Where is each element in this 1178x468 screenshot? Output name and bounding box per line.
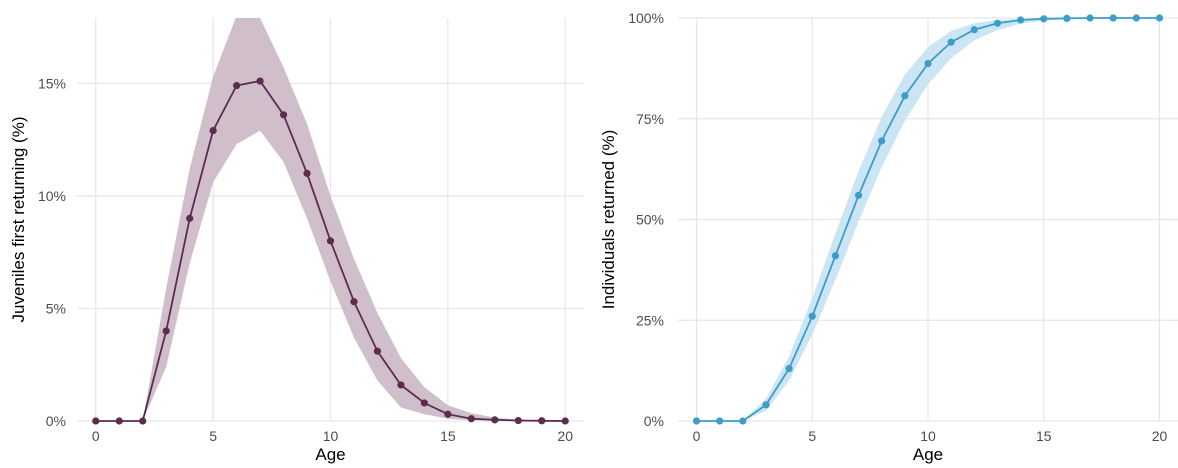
data-point (1109, 14, 1117, 22)
data-point (739, 417, 747, 425)
y-axis-title: Juveniles first returning (%) (9, 117, 28, 323)
x-tick-label: 15 (1036, 428, 1052, 444)
x-axis-title: Age (913, 445, 943, 464)
x-axis-title: Age (315, 445, 345, 464)
confidence-ribbon (696, 18, 1160, 421)
chart-panel-1: 0% 5% 10% 15% 0 5 10 15 20 Age Juveniles first ret… (9, 18, 584, 464)
data-point (538, 417, 546, 425)
data-point (162, 327, 170, 335)
confidence-ribbon (95, 18, 566, 421)
data-point (947, 38, 955, 46)
y-tick-label: 50% (636, 212, 664, 228)
data-point (92, 417, 100, 425)
x-tick-label: 20 (557, 428, 573, 444)
y-tick-label: 75% (636, 111, 664, 127)
y-tick-label: 0% (644, 413, 664, 429)
x-tick-label: 5 (209, 428, 217, 444)
x-tick-label: 10 (323, 428, 339, 444)
data-point (970, 26, 978, 34)
data-point (491, 416, 499, 424)
data-point (924, 59, 932, 68)
y-tick-label: 0% (46, 413, 66, 429)
x-tick-label: 15 (440, 428, 456, 444)
data-point (901, 92, 909, 100)
data-point (561, 417, 569, 425)
data-point (514, 416, 522, 425)
x-tick-label: 0 (693, 428, 701, 444)
data-point (350, 298, 358, 306)
data-point (831, 252, 840, 260)
y-tick-label: 10% (38, 188, 66, 204)
data-point (420, 399, 428, 407)
data-point (993, 19, 1002, 27)
data-point (233, 81, 241, 90)
y-tick-label: 15% (38, 75, 66, 91)
x-tick-label: 0 (92, 428, 100, 444)
data-point (279, 111, 288, 119)
data-point (854, 191, 863, 199)
data-point (256, 77, 264, 85)
data-point (878, 137, 886, 145)
y-tick-label: 5% (46, 300, 66, 316)
data-point (1132, 14, 1140, 22)
data-point (139, 417, 147, 425)
data-point (115, 417, 123, 425)
x-tick-label: 20 (1152, 428, 1168, 444)
x-tick-label: 5 (808, 428, 816, 444)
data-point (1063, 14, 1071, 23)
data-point (1086, 14, 1094, 22)
data-point (303, 169, 311, 177)
data-point (467, 415, 475, 423)
data-point (186, 214, 194, 222)
data-point (373, 347, 382, 355)
y-tick-label: 25% (636, 312, 664, 328)
y-tick-label: 100% (628, 10, 664, 26)
data-point (444, 410, 452, 418)
x-tick-label: 10 (920, 428, 936, 444)
data-point (209, 126, 217, 135)
data-point (1016, 16, 1025, 24)
y-axis-title: Individuals returned (%) (599, 130, 618, 310)
data-point (785, 365, 793, 373)
data-point (1155, 14, 1164, 22)
data-point (397, 381, 405, 389)
chart-panel-2: 0% 25% 50% 75% 100% 0 5 10 15 20 Age Individuals re… (599, 10, 1178, 464)
data-point (692, 417, 701, 425)
data-point (1040, 15, 1048, 23)
data-point (808, 312, 816, 320)
data-point (762, 401, 770, 409)
data-point (716, 417, 724, 425)
data-point (326, 237, 335, 245)
